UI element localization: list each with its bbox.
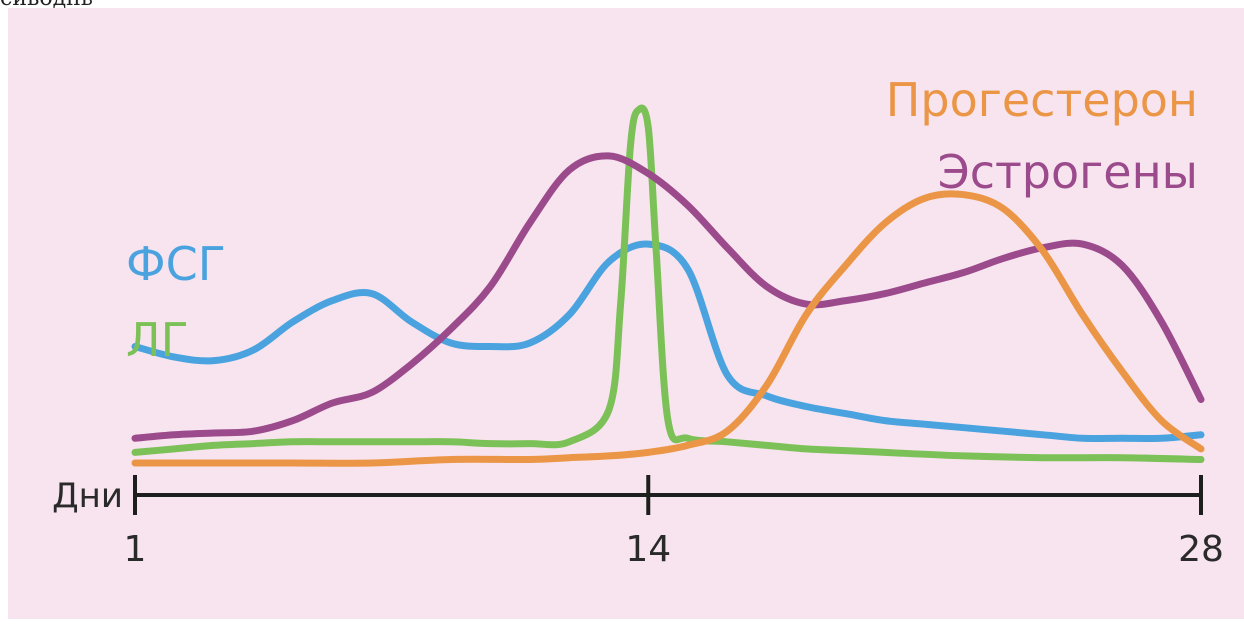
- x-axis: 1 14 28 Дни: [52, 475, 1224, 570]
- series-line-2: [131, 104, 1205, 463]
- series-line-1: [131, 240, 1205, 443]
- series-labels: ФСГ ЛГ Эстрогены Прогестерон: [126, 73, 1198, 367]
- x-axis-label: Дни: [52, 476, 123, 516]
- x-axis-ticks: 1 14 28: [124, 475, 1224, 570]
- clipped-top-text: сиводнь: [0, 0, 93, 11]
- hormone-chart: 1 14 28 Дни ФСГ ЛГ Эстрогены Прогестерон: [52, 73, 1224, 570]
- x-tick-label-1: 1: [124, 529, 147, 570]
- series-label-3: Эстрогены: [938, 145, 1198, 199]
- series-label-4: Прогестерон: [886, 73, 1198, 127]
- series-label-1: ФСГ: [126, 237, 226, 291]
- series-group: [131, 104, 1205, 467]
- series-line-3: [131, 152, 1205, 442]
- x-tick-label-14: 14: [625, 529, 671, 570]
- series-label-2: ЛГ: [126, 313, 189, 367]
- chart-panel: 1 14 28 Дни ФСГ ЛГ Эстрогены Прогестерон: [8, 8, 1244, 619]
- x-tick-label-28: 28: [1178, 529, 1224, 570]
- series-line-4: [131, 190, 1205, 467]
